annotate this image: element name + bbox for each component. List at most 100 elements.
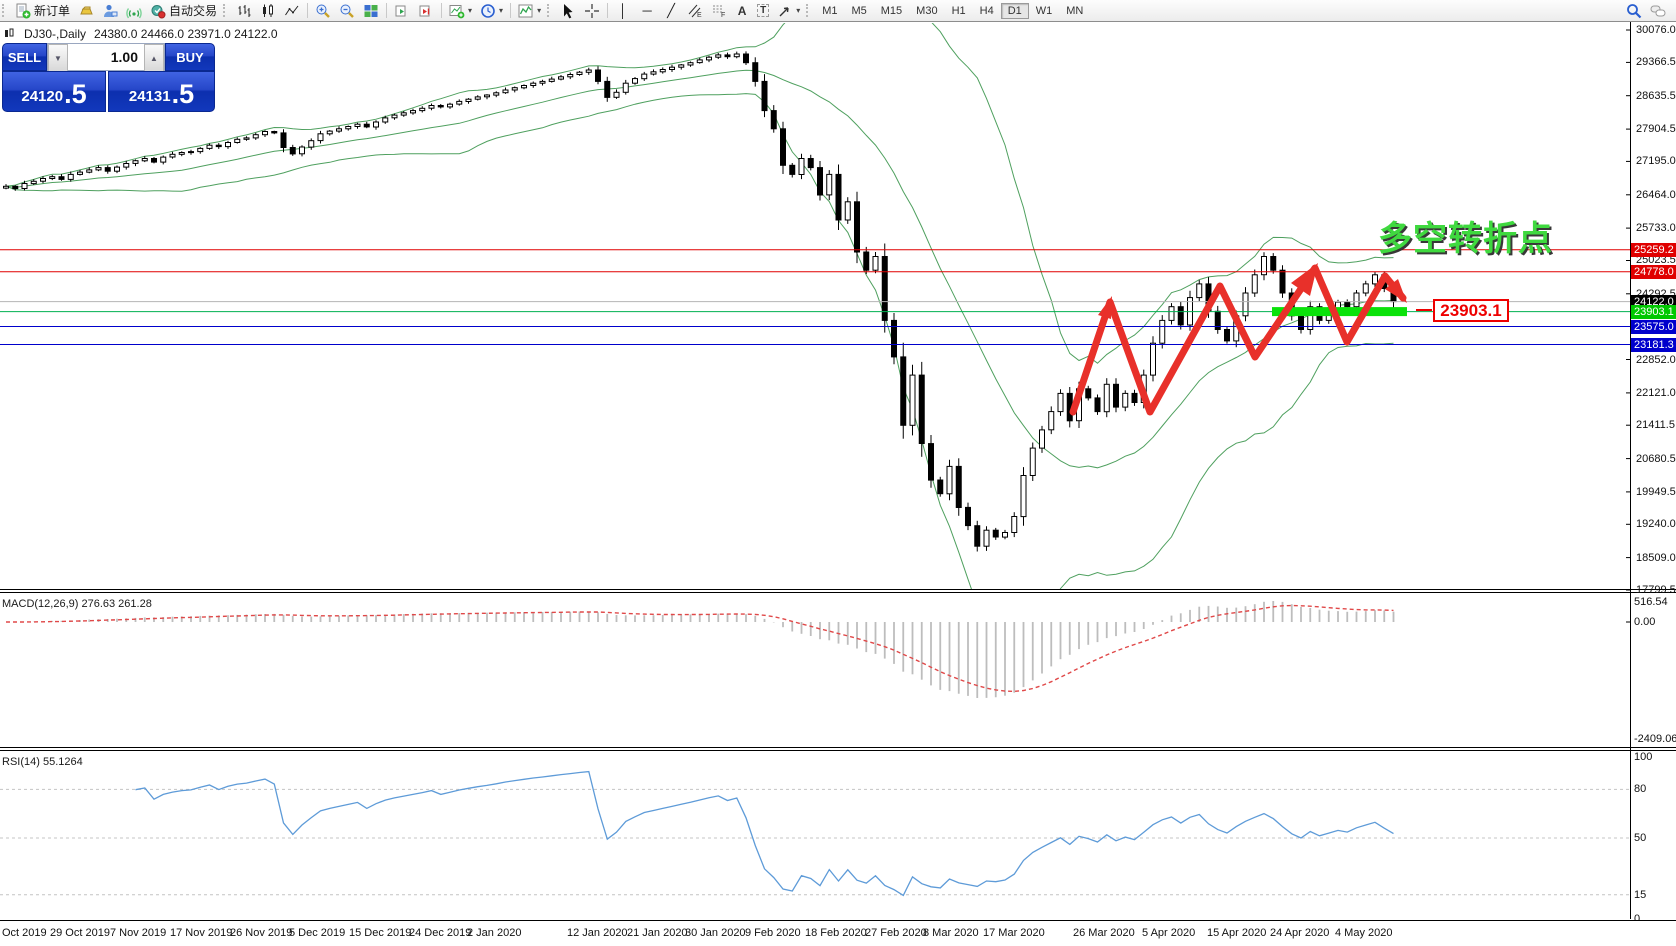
timeframe-button-mn[interactable]: MN — [1066, 4, 1084, 17]
toolbar-separator — [607, 3, 609, 18]
new-order-label: 新订单 — [34, 4, 71, 18]
price-tick-label: 29366.5 — [1636, 56, 1676, 68]
timeframe-button-m1[interactable]: M1 — [822, 4, 838, 17]
volume-input[interactable]: 1.00 — [110, 49, 138, 65]
svg-text:F: F — [721, 12, 725, 19]
tile-windows-button[interactable] — [359, 1, 383, 20]
templates-button[interactable]: ▾ — [445, 1, 476, 20]
step-end-button[interactable] — [414, 1, 438, 20]
toolbar-grip — [806, 4, 813, 17]
timeframe-button-h1[interactable]: H1 — [951, 4, 966, 17]
price-level-chip[interactable]: 25259.2 — [1631, 243, 1676, 257]
chat-button[interactable] — [1646, 1, 1670, 20]
new-order-button[interactable]: 新订单 — [11, 1, 74, 20]
price-level-label-box[interactable]: 23903.1 — [1433, 299, 1509, 322]
date-label: 2 Jan 2020 — [467, 927, 522, 939]
timeframe-button-h4[interactable]: H4 — [979, 4, 994, 17]
date-label: 24 Dec 2019 — [409, 927, 472, 939]
step-forward-button[interactable] — [390, 1, 414, 20]
zoom-in-button[interactable] — [311, 1, 335, 20]
fibonacci-tool-button[interactable]: F — [707, 1, 731, 20]
zoom-out-button[interactable] — [335, 1, 359, 20]
bar-chart-mode-button[interactable] — [232, 1, 256, 20]
arrows-tool-icon — [777, 3, 793, 19]
date-axis[interactable]: Oct 2019 29 Oct 2019 7 Nov 2019 17 Nov 2019… — [0, 920, 1676, 946]
line-mode-button[interactable] — [280, 1, 304, 20]
date-label: 7 Nov 2019 — [110, 927, 167, 939]
trendline-tool-button[interactable]: ╱ — [659, 1, 683, 20]
sell-price-button[interactable]: 24120.5 — [2, 71, 106, 112]
price-level-chip[interactable]: 23903.1 — [1631, 305, 1676, 319]
price-tick-label: 27904.5 — [1636, 123, 1676, 135]
timeframe-button-m15[interactable]: M15 — [880, 4, 903, 17]
timeframe-button-w1[interactable]: W1 — [1035, 4, 1053, 17]
timeframe-bar: M1 M5 M15 M30 H1 H4 D1 W1 MN — [815, 2, 1090, 19]
timeframe-button-d1[interactable]: D1 — [1000, 2, 1029, 19]
step-end-icon — [418, 3, 434, 19]
date-label: 15 Dec 2019 — [349, 927, 412, 939]
crosshair-tool-button[interactable] — [580, 1, 604, 20]
price-level-chip[interactable]: 24778.0 — [1631, 265, 1676, 279]
dropdown-caret: ▾ — [796, 6, 801, 15]
search-button[interactable] — [1622, 1, 1646, 20]
vline-tool-button[interactable]: │ — [611, 1, 635, 20]
volume-increase-button[interactable]: ▲ — [144, 44, 164, 72]
timeframe-button-m30[interactable]: M30 — [916, 4, 938, 17]
turning-point-annotation[interactable]: 多空转折点 — [1378, 220, 1553, 258]
tester-button[interactable] — [98, 1, 122, 20]
date-label: 9 Feb 2020 — [745, 927, 801, 939]
indicators-icon — [518, 3, 534, 19]
sell-price-frac: .5 — [64, 79, 87, 109]
axis-separator-line — [1630, 22, 1631, 919]
chat-icon — [1650, 3, 1666, 19]
tile-windows-icon — [363, 3, 379, 19]
price-tick-label: 18509.0 — [1636, 552, 1676, 564]
panel-separator — [0, 589, 1676, 590]
toolbar-separator — [510, 3, 512, 18]
gold-icon — [78, 3, 94, 19]
vertical-line-icon: │ — [619, 3, 628, 18]
buy-button[interactable]: BUY — [165, 43, 215, 71]
toolbar-separator — [386, 3, 388, 18]
main-chart-panel[interactable] — [0, 22, 1676, 593]
volume-box: ▼ 1.00 ▲ — [47, 43, 165, 72]
buy-price-frac: .5 — [171, 79, 195, 109]
period-button[interactable]: ▾ — [476, 1, 507, 20]
indicators-button[interactable]: ▾ — [514, 1, 545, 20]
signals-button[interactable] — [122, 1, 146, 20]
rsi-pane-content — [0, 770, 1630, 897]
sell-label: SELL — [7, 49, 42, 65]
label-tool-button[interactable]: T — [753, 1, 773, 20]
rsi-scale-label: 15 — [1634, 889, 1647, 901]
price-tick-label: 19949.5 — [1636, 486, 1676, 498]
macd-scale-max: 516.54 — [1634, 596, 1668, 608]
ohlc-values: 24380.0 24466.0 23971.0 24122.0 — [94, 27, 278, 41]
timeframe-button-m5[interactable]: M5 — [851, 4, 867, 17]
auto-trading-button[interactable]: 自动交易 — [146, 1, 221, 20]
one-click-trading-widget: SELL ▼ 1.00 ▲ BUY 24120.5 24131.5 — [2, 43, 215, 112]
text-tool-button[interactable]: A — [731, 1, 753, 20]
market-button[interactable] — [74, 1, 98, 20]
arrows-tool-button[interactable]: ▾ — [773, 1, 804, 20]
channel-tool-button[interactable]: E — [683, 1, 707, 20]
price-level-chip[interactable]: 23575.0 — [1631, 320, 1676, 334]
buy-price-button[interactable]: 24131.5 — [108, 71, 215, 112]
cursor-tool-button[interactable] — [556, 1, 580, 20]
symbol-period-label: DJ30-,Daily — [24, 27, 87, 41]
rsi-scale-label: 0 — [1634, 913, 1641, 925]
volume-decrease-button[interactable]: ▼ — [48, 44, 68, 72]
toolbar-separator — [441, 3, 443, 18]
hline-tool-button[interactable]: ─ — [635, 1, 659, 20]
chart-window-icon — [4, 28, 16, 40]
candle-mode-button[interactable] — [256, 1, 280, 20]
price-level-chip[interactable]: 23181.3 — [1631, 338, 1676, 352]
date-label: 17 Mar 2020 — [983, 927, 1045, 939]
sell-button[interactable]: SELL — [2, 43, 47, 71]
horizontal-line-icon: ─ — [642, 3, 652, 18]
crosshair-icon — [584, 3, 600, 19]
label-tool-icon: T — [757, 4, 770, 17]
buy-label: BUY — [176, 49, 204, 65]
step-forward-icon — [394, 3, 410, 19]
price-tick-label: 26464.0 — [1636, 189, 1676, 201]
